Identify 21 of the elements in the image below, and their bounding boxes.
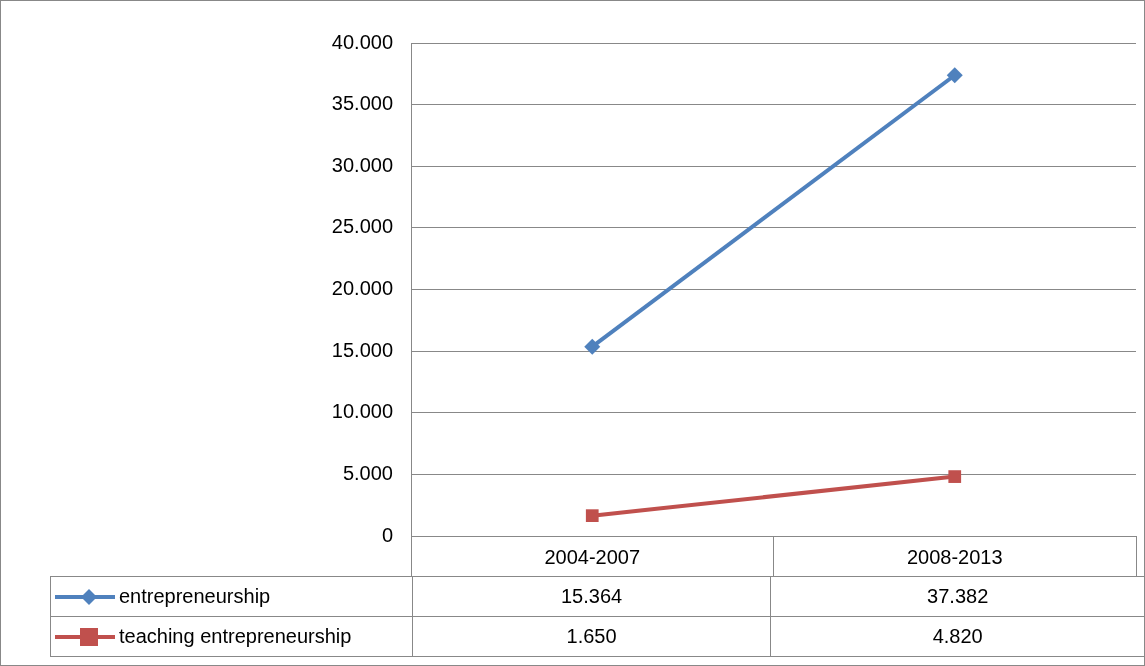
y-tick-label: 15.000 [331,338,393,361]
point [946,67,963,84]
point [585,509,599,523]
y-tick-label: 10.000 [331,400,393,423]
y-tick-label: 40.000 [331,30,393,53]
x-tick-label: 2008-2013 [906,545,1003,568]
point [584,338,601,355]
point [948,470,962,483]
data-label: 4.820 [770,616,1145,657]
x-tick-label: 2004-2007 [544,545,641,568]
y-tick-label: 30.000 [331,153,393,176]
y-tick-label: 25.000 [331,215,393,238]
legend-label: teaching entrepreneurship [119,625,352,648]
y-tick-label: 0 [381,523,393,546]
legend-label: entrepreneurship [119,585,271,608]
y-tick-label: 35.000 [331,92,393,115]
data-label: 37.382 [770,576,1145,617]
data-label: 1.650 [412,616,771,657]
data-label: 15.364 [412,576,771,617]
y-tick-label: 20.000 [331,277,393,300]
y-tick-label: 5.000 [342,461,393,484]
